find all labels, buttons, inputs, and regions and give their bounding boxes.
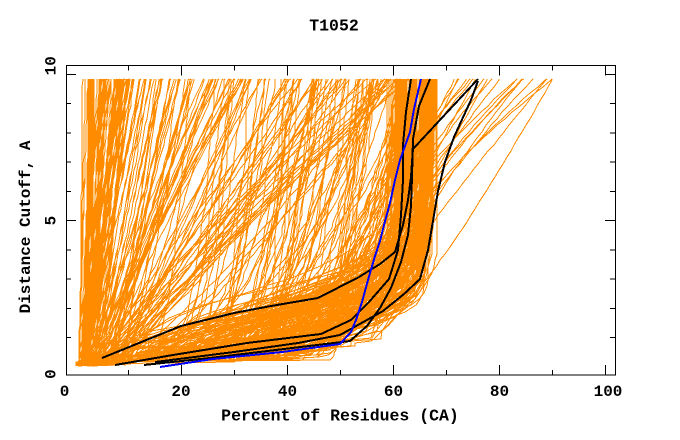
svg-text:10: 10	[43, 56, 61, 75]
svg-text:20: 20	[171, 383, 190, 401]
svg-text:0: 0	[60, 383, 70, 401]
svg-text:Percent of Residues (CA): Percent of Residues (CA)	[221, 407, 459, 426]
svg-text:40: 40	[278, 383, 297, 401]
svg-text:60: 60	[384, 383, 403, 401]
svg-text:Distance Cutoff, A: Distance Cutoff, A	[17, 140, 35, 313]
svg-text:100: 100	[594, 383, 623, 401]
svg-text:5: 5	[43, 216, 61, 226]
svg-text:80: 80	[490, 383, 509, 401]
svg-text:0: 0	[43, 369, 61, 379]
svg-text:T1052: T1052	[309, 17, 359, 36]
